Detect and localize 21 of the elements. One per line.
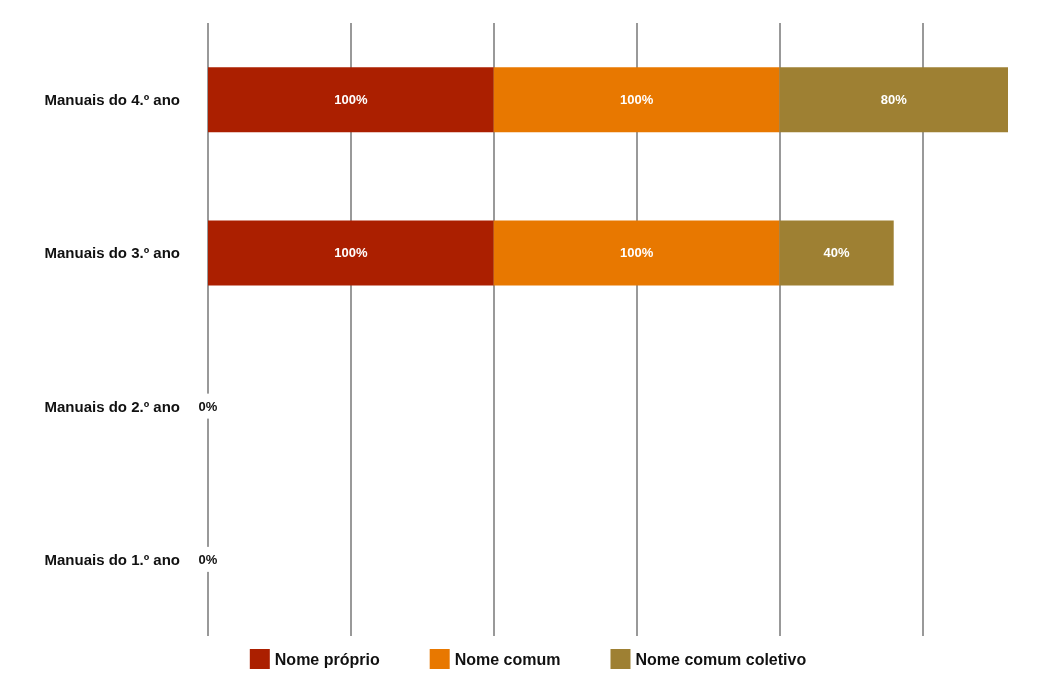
data-label: 100% bbox=[334, 92, 368, 108]
y-tick-label: Manuais do 2.º ano bbox=[44, 397, 180, 415]
bar bbox=[208, 220, 494, 286]
legend-label: Nome próprio bbox=[274, 650, 380, 668]
y-tick-label: Manuais do 4.º ano bbox=[44, 91, 180, 109]
bar bbox=[493, 220, 780, 286]
data-label: 0% bbox=[198, 398, 218, 414]
data-label: 40% bbox=[823, 245, 851, 261]
bar bbox=[779, 220, 894, 286]
data-label: 80% bbox=[880, 92, 908, 108]
legend-label: Nome comum coletivo bbox=[635, 650, 807, 668]
legend-label: Nome comum bbox=[454, 650, 561, 668]
data-label: 100% bbox=[334, 245, 368, 261]
bar bbox=[208, 67, 494, 133]
bar bbox=[493, 67, 780, 133]
data-label: 100% bbox=[619, 92, 654, 108]
y-tick-label: Manuais do 3.º ano bbox=[44, 244, 180, 262]
bar bbox=[779, 67, 1008, 133]
data-label: 100% bbox=[619, 245, 654, 261]
y-tick-label: Manuais do 1.º ano bbox=[44, 550, 180, 568]
data-label: 0% bbox=[198, 551, 218, 567]
